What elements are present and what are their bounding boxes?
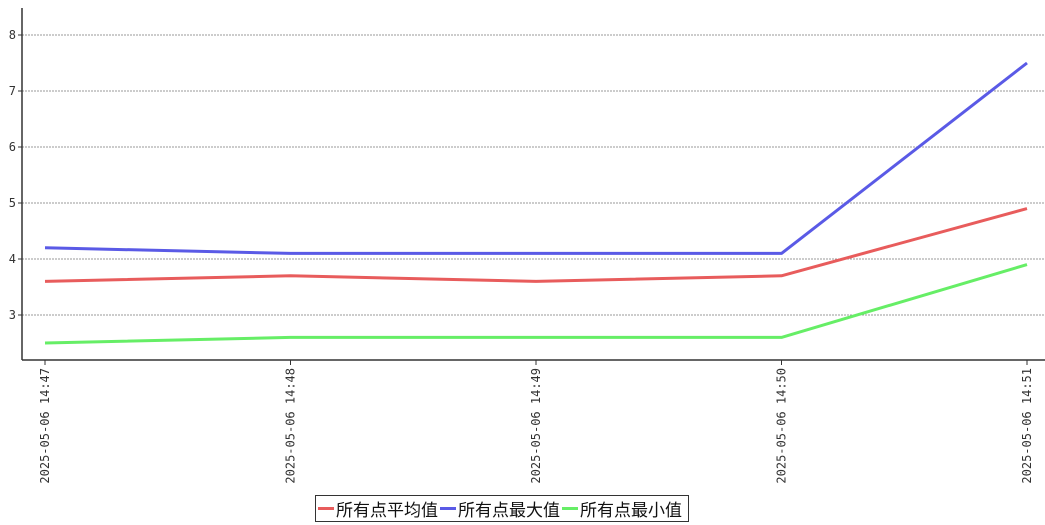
- y-tick-label: 5: [9, 196, 16, 210]
- y-tick-label: 7: [9, 84, 16, 98]
- series-line-1: [44, 61, 1028, 255]
- y-tick-label: 8: [9, 28, 16, 42]
- x-tick-label: 2025-05-06 14:47: [38, 368, 52, 484]
- legend: 所有点平均值 所有点最大值 所有点最小值: [315, 495, 689, 522]
- x-tick-label: 2025-05-06 14:50: [775, 368, 789, 484]
- x-tick-label: 2025-05-06 14:49: [529, 368, 543, 484]
- legend-label-avg: 所有点平均值: [336, 501, 438, 521]
- legend-item-max: 所有点最大值: [440, 496, 560, 521]
- series-line-0: [44, 207, 1028, 283]
- series-lines: [44, 61, 1028, 345]
- x-tick-label: 2025-05-06 14:48: [284, 368, 298, 484]
- legend-swatch-avg: [318, 507, 334, 510]
- legend-swatch-max: [440, 507, 456, 510]
- axes: [21, 8, 1045, 361]
- x-tick-labels: 2025-05-06 14:47 2025-05-06 14:48 2025-05-…: [38, 360, 1034, 484]
- y-tick-label: 4: [9, 252, 16, 266]
- y-tick-labels: 3 4 5 6 7 8: [9, 28, 22, 322]
- legend-label-max: 所有点最大值: [458, 501, 560, 521]
- legend-item-avg: 所有点平均值: [318, 496, 438, 521]
- series-line-2: [44, 263, 1028, 345]
- x-tick-label: 2025-05-06 14:51: [1020, 368, 1034, 484]
- y-tick-label: 6: [9, 140, 16, 154]
- y-tick-label: 3: [9, 308, 16, 322]
- legend-label-min: 所有点最小值: [580, 501, 682, 521]
- grid-lines: [22, 34, 1045, 316]
- legend-swatch-min: [562, 507, 578, 510]
- legend-item-min: 所有点最小值: [562, 496, 682, 521]
